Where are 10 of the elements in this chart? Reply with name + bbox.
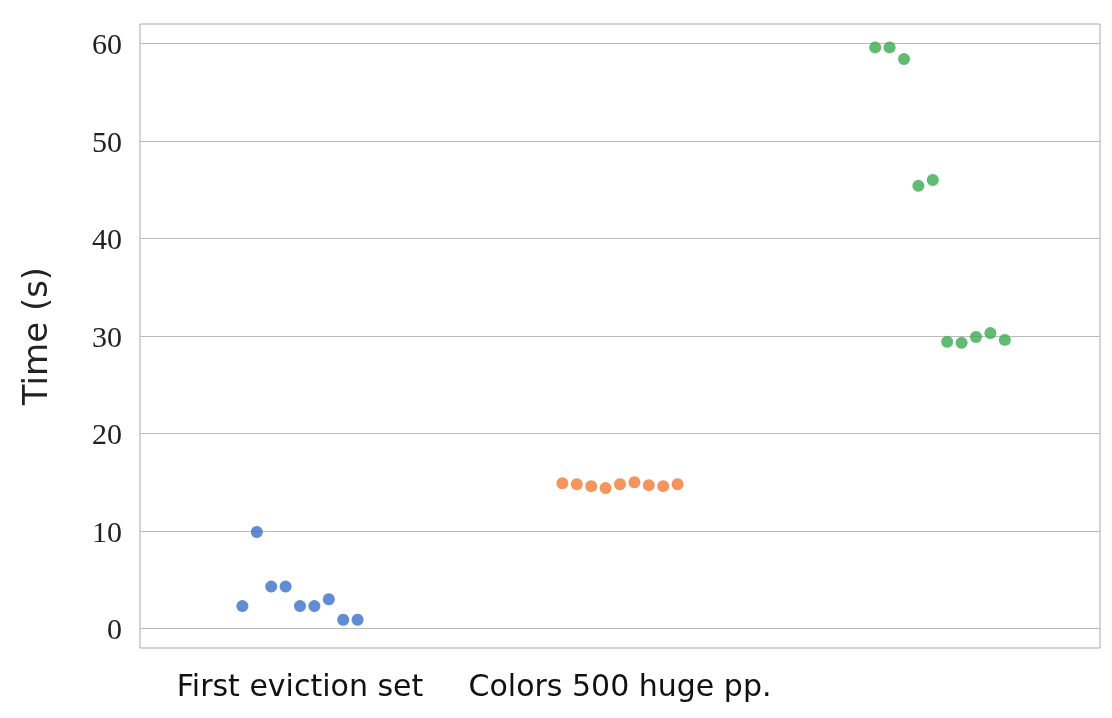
x-tick-label: First eviction set xyxy=(176,667,424,703)
y-tick-label: 30 xyxy=(92,319,122,353)
x-tick-label: Colors 500 huge pp. xyxy=(468,667,772,703)
y-tick-label: 50 xyxy=(92,124,122,158)
y-tick-label: 0 xyxy=(107,612,122,645)
y-tick-label: 20 xyxy=(92,417,122,450)
y-tick-label: 10 xyxy=(92,514,122,548)
y-axis-title: Time (s) xyxy=(15,266,55,407)
y-tick-label: 40 xyxy=(92,222,122,255)
y-tick-label: 60 xyxy=(92,27,122,60)
